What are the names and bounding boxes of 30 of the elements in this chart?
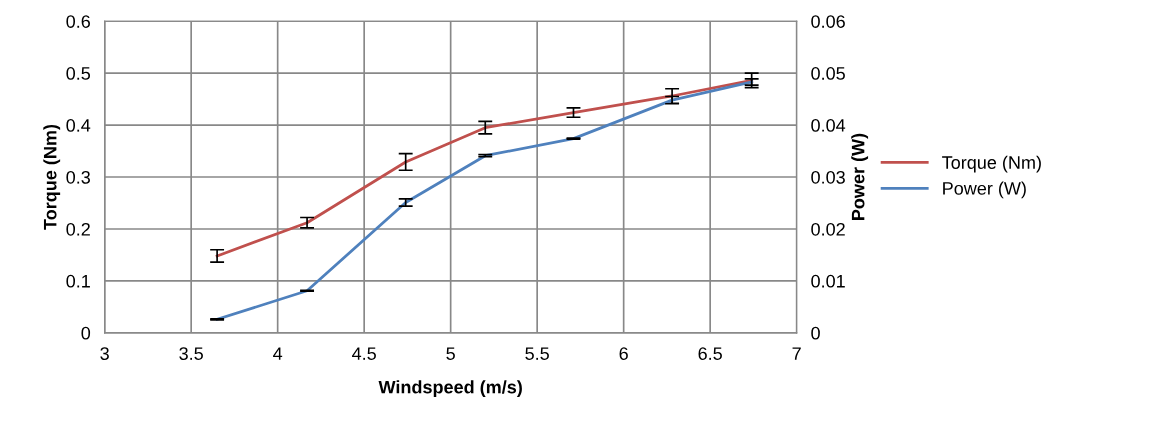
- y2-tick-label: 0.02: [811, 222, 845, 236]
- x-axis-title: Windspeed (m/s): [378, 380, 522, 398]
- y-tick-label: 0.2: [66, 222, 90, 236]
- x-tick-label: 6.5: [698, 347, 722, 360]
- y2-tick-label: 0.01: [811, 274, 845, 288]
- y2-tick-label: 0.03: [811, 170, 845, 184]
- y-axis-title: Torque (Nm): [43, 124, 61, 230]
- line-series: [215, 79, 754, 258]
- x-tick-label: 6: [619, 347, 628, 360]
- legend-label: Torque (Nm): [942, 155, 1041, 173]
- y-tick-label: 0.5: [66, 67, 91, 80]
- y2-tick-label: 0: [811, 326, 820, 340]
- y2-tick-label: 0.04: [811, 119, 846, 132]
- line-series: [215, 80, 754, 321]
- x-tick-label: 4: [273, 347, 283, 360]
- x-tick-label: 5.5: [525, 347, 549, 360]
- y-tick-label: 0.1: [66, 274, 90, 288]
- y-tick-label: 0.4: [66, 119, 91, 132]
- x-tick-label: 4.5: [352, 347, 376, 360]
- y2-axis-title: Power (W): [851, 133, 869, 220]
- x-tick-label: 3.5: [179, 347, 203, 360]
- x-tick-label: 7: [792, 347, 801, 360]
- y2-tick-label: 0.05: [811, 67, 845, 80]
- x-tick-label: 5: [446, 347, 455, 360]
- y-tick-label: 0: [81, 326, 91, 340]
- y2-tick-label: 0.06: [811, 15, 845, 28]
- y-tick-label: 0.3: [66, 170, 90, 184]
- y-tick-label: 0.6: [66, 15, 90, 28]
- legend-label: Power (W): [943, 181, 1026, 199]
- x-tick-label: 3: [100, 347, 109, 360]
